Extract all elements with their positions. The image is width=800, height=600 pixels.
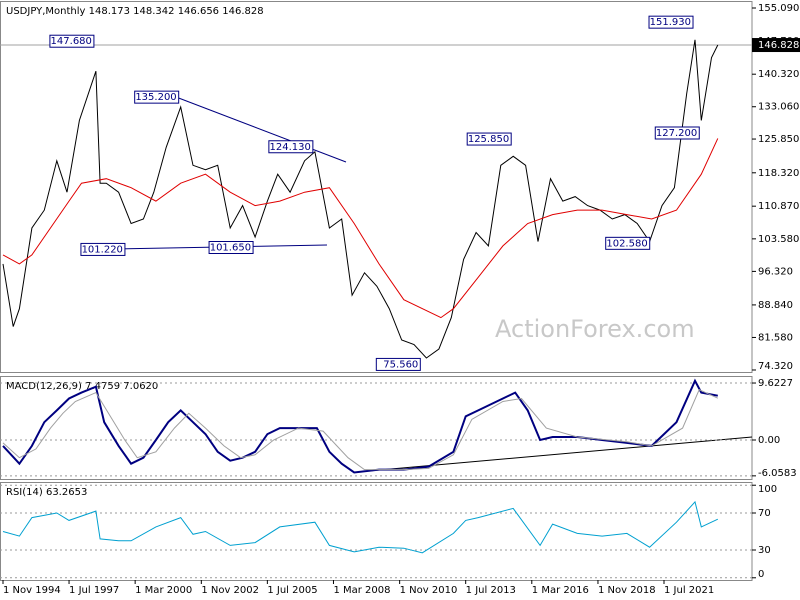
macd-trendline	[356, 436, 753, 473]
y-tick-label: 74.320	[758, 361, 793, 372]
y-tick-label: 9.6227	[758, 378, 793, 389]
annotation-box	[466, 132, 512, 146]
annotation-box	[654, 126, 700, 140]
annotation-box	[49, 34, 95, 48]
y-tick-label: -6.0583	[758, 468, 797, 479]
x-tick-label: 1 Nov 1994	[3, 585, 61, 596]
macd-panel	[0, 376, 753, 480]
series-line	[2, 389, 719, 471]
x-tick-label: 1 Jul 2021	[664, 585, 714, 596]
annotation-label: 75.560	[383, 359, 418, 370]
annotation-label: 147.680	[51, 36, 92, 47]
y-tick-label: 30	[758, 545, 771, 556]
annotation-box	[375, 357, 421, 371]
y-tick-label: 0	[758, 569, 764, 580]
x-tick-label: 1 Nov 2002	[201, 585, 259, 596]
y-tick-label: 70	[758, 508, 771, 519]
annotation-label: 101.650	[210, 243, 251, 254]
watermark: ActionForex.com	[495, 315, 695, 343]
y-tick-label: 0.00	[758, 435, 780, 446]
x-tick-label: 1 Mar 2016	[532, 585, 589, 596]
x-tick-label: 1 Nov 2010	[400, 585, 458, 596]
last-price-box	[752, 38, 800, 53]
annotation-box	[80, 242, 126, 256]
panel-frames	[0, 1, 753, 581]
annotation-box	[268, 140, 314, 154]
x-tick-label: 1 Jul 2005	[267, 585, 317, 596]
annotation-label: 151.930	[650, 17, 691, 28]
panel-title: USDJPY,Monthly 148.173 148.342 146.656 1…	[6, 6, 264, 17]
annotation-label: 127.200	[656, 128, 697, 139]
series-line	[2, 500, 719, 554]
y-tick-label: 140.320	[758, 69, 799, 80]
x-tick-label: 1 Mar 2000	[135, 585, 192, 596]
annotation-label: 101.220	[82, 244, 123, 255]
series-line	[2, 138, 719, 319]
y-tick-label: 100	[758, 484, 777, 495]
y-tick-label: 110.870	[758, 201, 799, 212]
series-line	[2, 39, 719, 359]
y-tick-label: 88.840	[758, 300, 793, 311]
rsi-panel	[0, 482, 753, 581]
y-tick-label: 155.090	[758, 3, 799, 14]
y-tick-label: 133.060	[758, 102, 799, 113]
x-tick-label: 1 Jul 2013	[466, 585, 516, 596]
x-tick-label: 1 Nov 2018	[598, 585, 656, 596]
y-tick-label: 118.320	[758, 168, 799, 179]
x-tick-label: 1 Mar 2008	[333, 585, 390, 596]
annotation-label: 135.200	[135, 92, 176, 103]
annotation-box	[605, 236, 651, 250]
last-price-label: 146.828	[758, 40, 799, 51]
annotation-label: 124.130	[270, 142, 311, 153]
annotation-label: 102.580	[606, 238, 647, 249]
annotation-label: 125.850	[468, 134, 509, 145]
panel-title: MACD(12,26,9) 7.4759 7.0620	[6, 381, 158, 392]
x-tick-label: 1 Jul 1997	[69, 585, 119, 596]
trendline	[175, 96, 347, 163]
annotation-box	[648, 15, 694, 29]
panel-title: RSI(14) 63.2653	[6, 487, 87, 498]
y-tick-label: 103.580	[758, 234, 799, 245]
main-panel	[0, 1, 753, 373]
y-tick-label: 125.850	[758, 134, 799, 145]
y-tick-label: 96.320	[758, 266, 793, 277]
series-line	[2, 378, 718, 474]
annotation-box	[208, 241, 254, 255]
annotation-box	[134, 90, 180, 104]
y-tick-label: 81.580	[758, 332, 793, 343]
